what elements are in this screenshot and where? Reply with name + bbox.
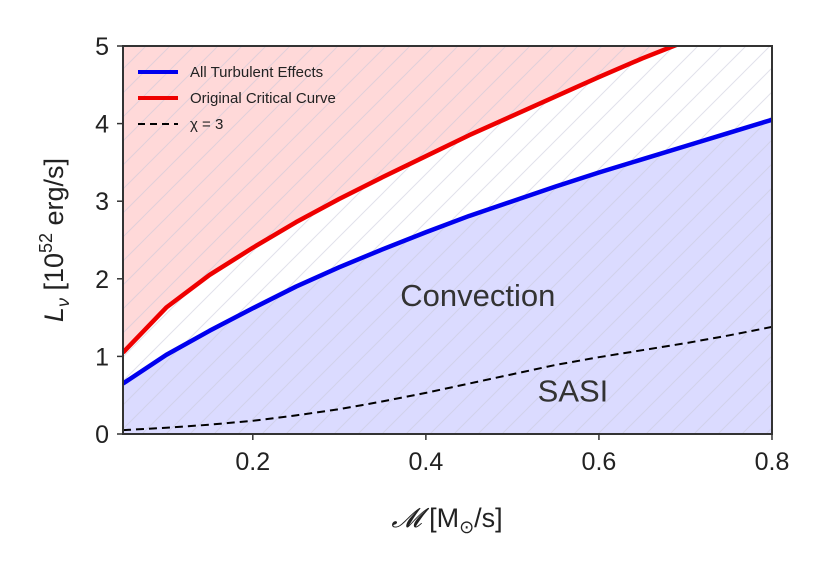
y-axis-label-exponent: 52: [36, 233, 56, 253]
y-tick-label: 4: [95, 111, 109, 139]
legend-label-original-critical: Original Critical Curve: [190, 90, 336, 107]
y-tick-label: 3: [95, 188, 109, 216]
y-tick-label: 5: [95, 33, 109, 61]
y-axis-label-symbol: L: [39, 307, 69, 322]
plot-area: [123, 46, 772, 434]
y-axis-label-nu: ν: [53, 298, 73, 307]
y-axis-label: Lν [1052 erg/s]: [36, 158, 73, 322]
y-tick-label: 2: [95, 266, 109, 294]
legend: All Turbulent Effects Original Critical …: [138, 64, 336, 133]
plot-frame: [122, 45, 773, 435]
region-label-sasi: SASI: [538, 373, 609, 408]
hatch-overlay: [123, 46, 772, 434]
x-tick-label: 0.8: [755, 448, 790, 476]
legend-label-chi3: χ = 3: [190, 116, 223, 133]
y-tick-label: 1: [95, 343, 109, 371]
region-label-convection: Convection: [400, 278, 555, 313]
x-axis-label-units: [M: [422, 503, 460, 533]
x-tick-label: 0.4: [408, 448, 443, 476]
y-axis-ticks: 0 1 2 3 4 5: [95, 33, 123, 449]
x-tick-label: 0.2: [235, 448, 270, 476]
x-axis-label-sun: ⊙: [459, 517, 474, 537]
legend-label-all-turbulent: All Turbulent Effects: [190, 64, 323, 81]
x-tick-label: 0.6: [582, 448, 617, 476]
x-axis-ticks: 0.2 0.4 0.6 0.8: [235, 434, 789, 476]
x-axis-label-tail: /s]: [474, 503, 503, 533]
series-line-chi3: [123, 325, 772, 432]
series-line-original-critical: [123, 46, 680, 355]
y-tick-label: 0: [95, 421, 109, 449]
y-axis-label-tail: erg/s]: [39, 158, 69, 233]
y-axis-label-units: [10: [39, 253, 69, 298]
series-line-all-turbulent: [123, 117, 772, 386]
x-axis-label: 𝓜 [M⊙/s]: [391, 503, 502, 537]
series-group: [123, 46, 772, 432]
